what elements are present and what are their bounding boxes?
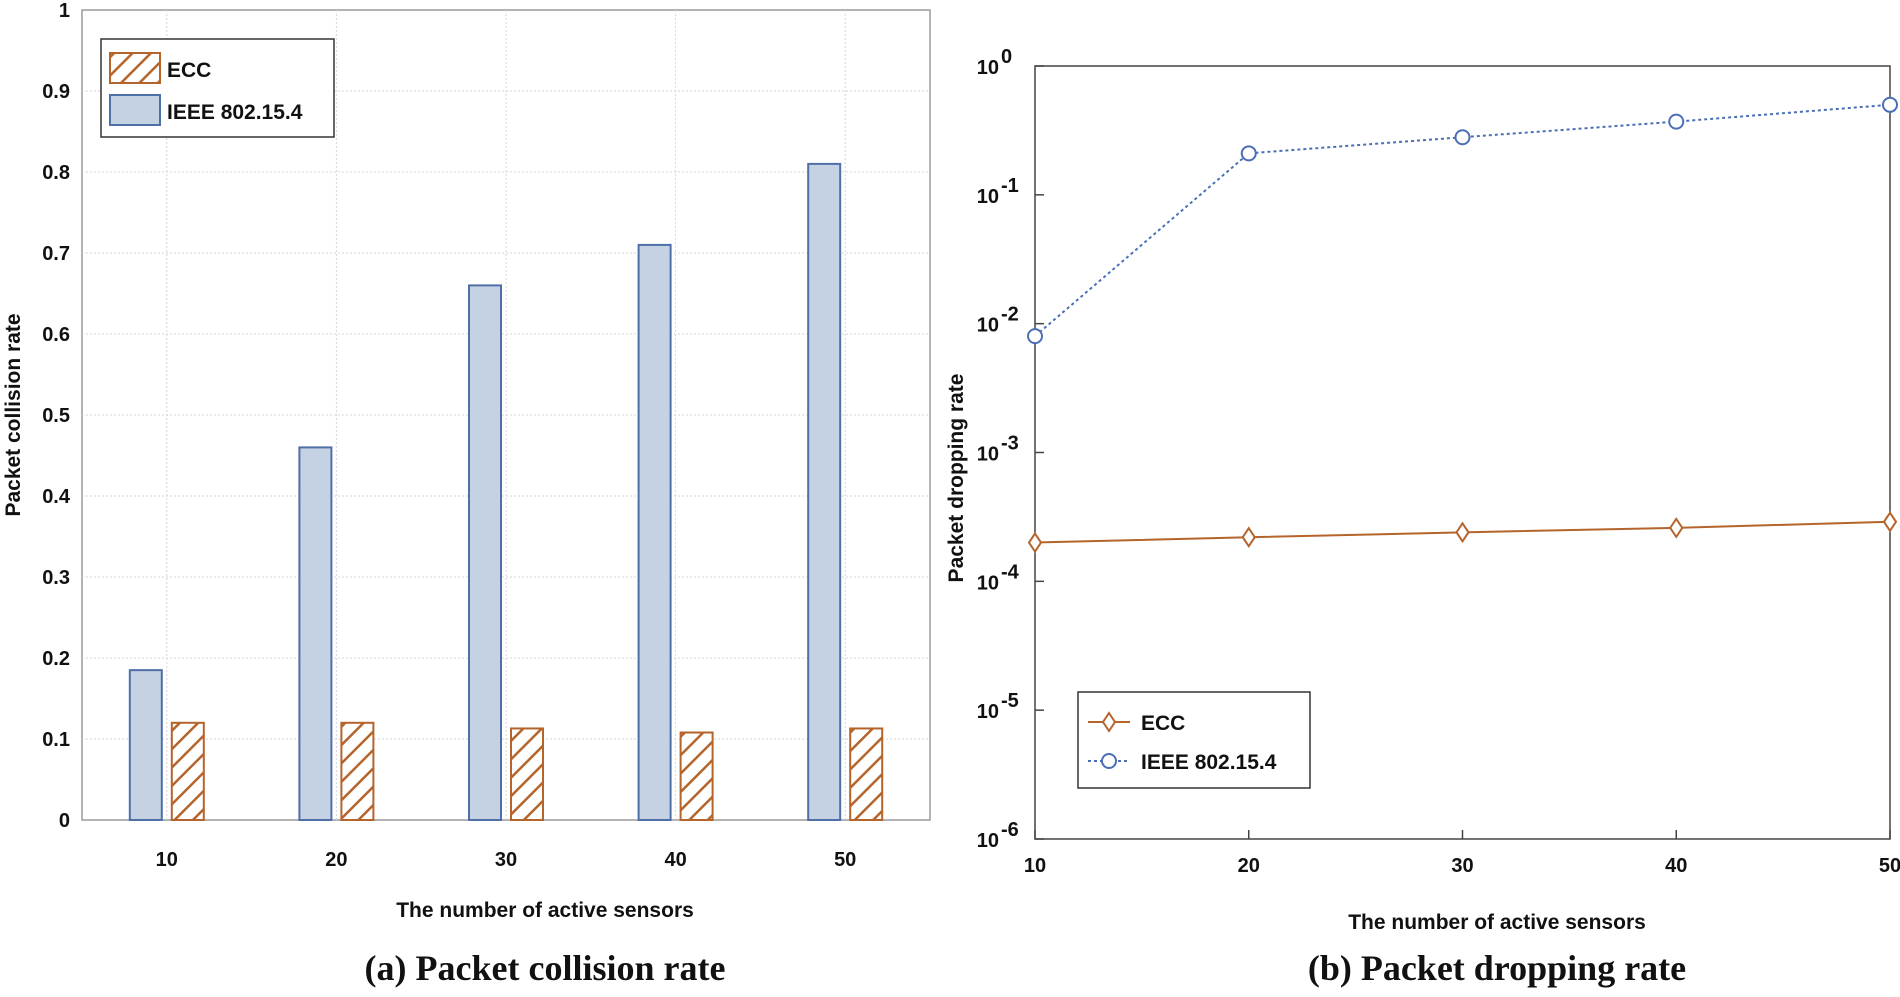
series-line-ieee-802-15-4 (1034, 103, 1891, 337)
bar-ecc (170, 721, 205, 821)
data-point-ieee-802-15-4 (1882, 96, 1898, 113)
y-tick-label: 0.3 (42, 567, 70, 589)
y-tick-label: 0.1 (42, 729, 70, 751)
y-tick-exponent: -2 (1001, 304, 1019, 326)
data-point-ieee-802-15-4 (1668, 113, 1685, 130)
data-point-ieee-802-15-4 (1027, 328, 1043, 345)
data-point-ecc (1027, 531, 1043, 554)
bar-ecc (340, 721, 375, 821)
legend: ECC IEEE 802.15.4 (1077, 691, 1311, 789)
x-tick-label: 50 (1879, 855, 1900, 877)
y-tick-exponent: -4 (1001, 561, 1020, 583)
y-tick-exponent: -5 (1001, 690, 1019, 712)
y-tick-label: 10 (977, 830, 999, 852)
y-tick-label: 0.6 (42, 324, 70, 346)
bar-ieee-802-15-4 (637, 243, 672, 821)
y-tick-exponent: -1 (1001, 175, 1019, 197)
x-tick-label: 40 (664, 849, 686, 871)
bar-ieee-802-15-4 (807, 162, 842, 821)
y-tick-label: 10 (977, 186, 999, 208)
caption-b: (b) Packet dropping rate (1308, 948, 1686, 988)
x-tick-label: 10 (1024, 855, 1046, 877)
y-tick-labels: 0 0.1 0.2 0.3 0.4 0.5 0.6 0.7 0.8 0.9 1 (42, 0, 71, 832)
data-point-ieee-802-15-4 (1240, 145, 1257, 162)
x-tick-label: 30 (495, 849, 517, 871)
bar-ieee-802-15-4 (298, 446, 333, 821)
line-series (1027, 96, 1898, 554)
legend-swatch-ecc (109, 52, 161, 84)
y-tick-label: 10 (977, 701, 999, 723)
x-tick-label: 50 (834, 849, 856, 871)
legend-box (1077, 691, 1311, 789)
bar-ieee-802-15-4 (468, 284, 502, 821)
bar-ecc (679, 731, 714, 822)
data-point-ecc (1241, 526, 1256, 549)
data-point-ecc (1455, 521, 1470, 544)
x-tick-label: 30 (1451, 855, 1473, 877)
data-point-ecc (1669, 517, 1684, 539)
y-tick-label: 0.9 (42, 81, 70, 103)
x-tick-labels: 10 20 30 40 50 (156, 849, 857, 871)
legend-label-ecc: ECC (1141, 712, 1185, 735)
y-tick-label: 0.4 (42, 486, 71, 508)
y-tick-exponent: -6 (1001, 819, 1019, 841)
y-tick-label: 10 (977, 57, 999, 79)
y-tick-exponent: 0 (1001, 46, 1012, 68)
x-tick-label: 40 (1665, 855, 1687, 877)
bar-series (128, 162, 884, 822)
x-tick-labels: 10 20 30 40 50 (1024, 830, 1900, 877)
y-tick-exponent: -3 (1001, 433, 1019, 455)
x-axis-label: The number of active sensors (1348, 911, 1646, 934)
x-tick-label: 10 (156, 849, 178, 871)
bar-chart-panel: 0 0.1 0.2 0.3 0.4 0.5 0.6 0.7 0.8 0.9 1 10 20 30 40 50… (2, 0, 931, 988)
y-tick-label: 0 (59, 810, 70, 832)
data-point-ecc (1882, 510, 1898, 533)
y-tick-label: 0.8 (42, 162, 70, 184)
bar-ecc (849, 727, 884, 821)
y-axis-label: Packet dropping rate (945, 374, 968, 583)
y-tick-label: 0.2 (42, 648, 70, 670)
x-axis-label: The number of active sensors (396, 899, 694, 922)
legend-label-ieee: IEEE 802.15.4 (1141, 751, 1277, 774)
y-tick-label: 10 (977, 444, 999, 466)
legend-label-ieee: IEEE 802.15.4 (167, 101, 303, 124)
x-tick-label: 20 (1238, 855, 1260, 877)
legend-marker-ecc (1101, 711, 1117, 733)
bar-ecc (510, 727, 544, 821)
y-tick-label: 0.5 (42, 405, 70, 427)
legend-swatch-ieee (109, 94, 161, 126)
legend-label-ecc: ECC (167, 59, 211, 82)
data-point-ieee-802-15-4 (1454, 129, 1471, 146)
legend-marker-ieee (1101, 753, 1117, 769)
y-tick-label: 1 (59, 0, 70, 22)
y-tick-label: 10 (977, 315, 999, 337)
y-tick-label: 0.7 (42, 243, 70, 265)
y-tick-label: 10 (977, 572, 999, 594)
x-tick-label: 20 (325, 849, 347, 871)
caption-a: (a) Packet collision rate (365, 948, 726, 988)
y-axis-label: Packet collision rate (2, 313, 25, 516)
bar-ieee-802-15-4 (128, 669, 163, 822)
legend: ECC IEEE 802.15.4 (100, 38, 335, 138)
